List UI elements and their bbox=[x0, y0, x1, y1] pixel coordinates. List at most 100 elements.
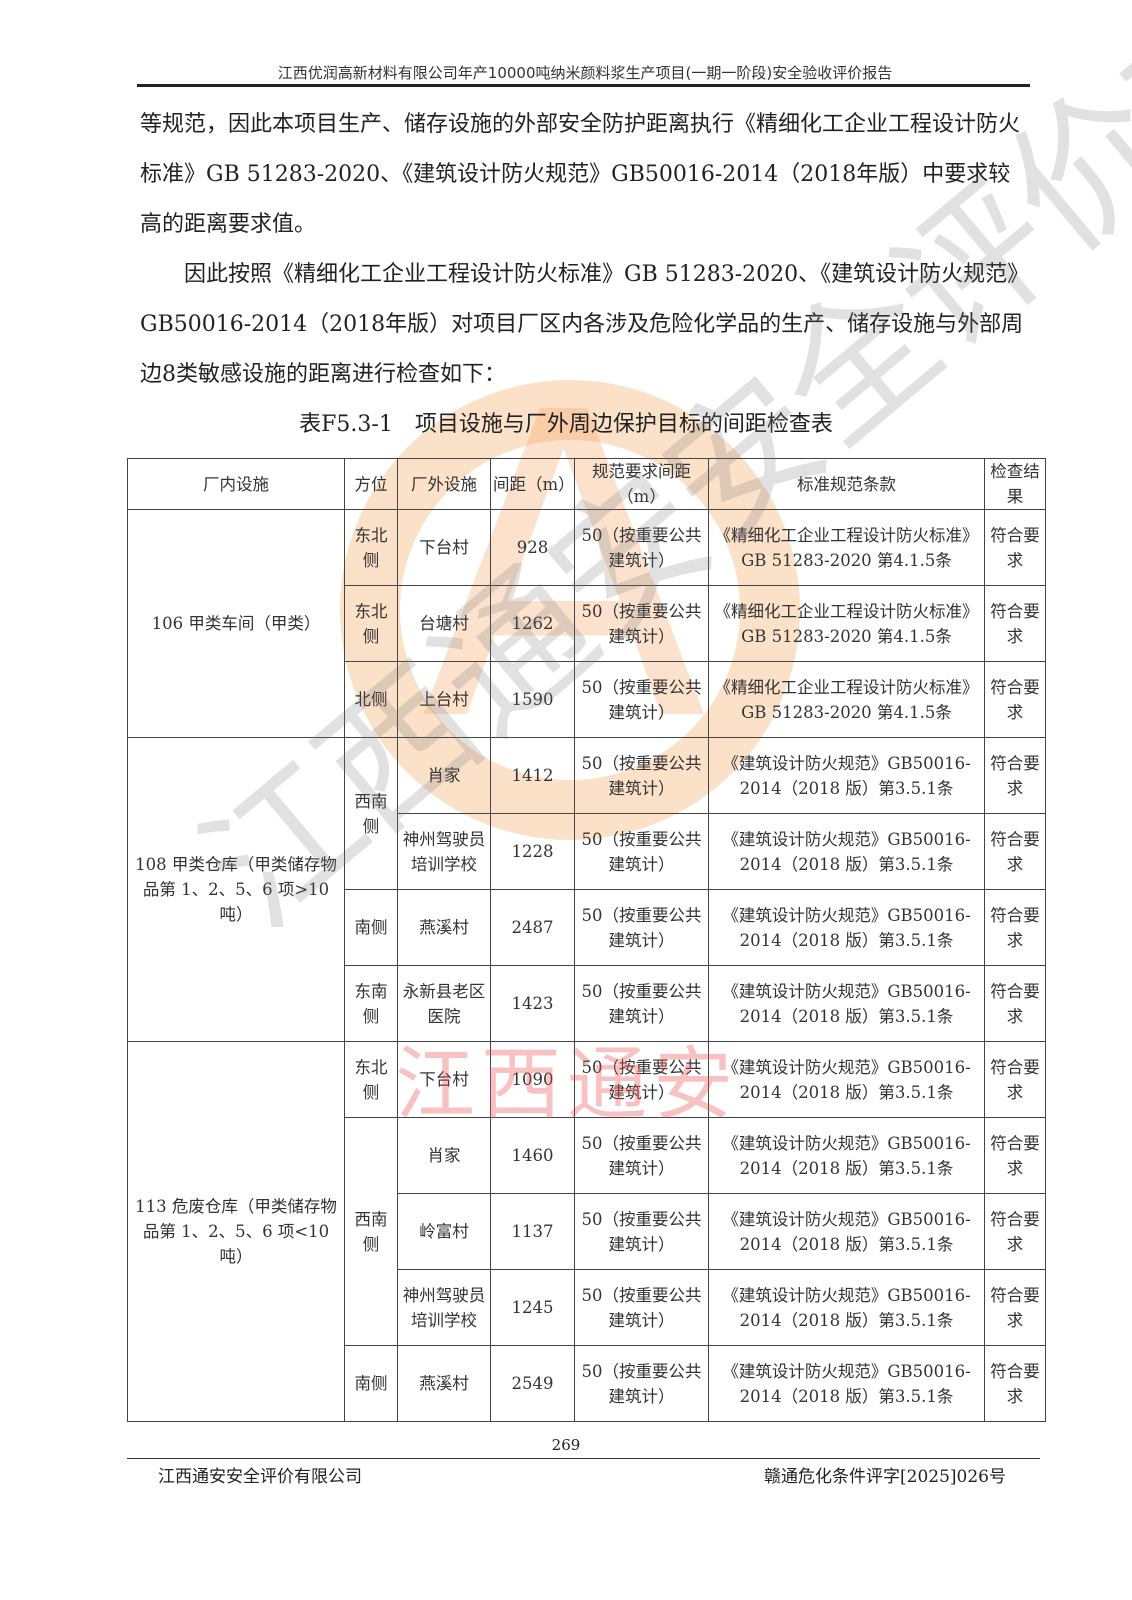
facility-cell: 106 甲类车间（甲类） bbox=[127, 509, 345, 738]
header-cell: 厂外设施 bbox=[397, 458, 491, 510]
result-cell: 符合要求 bbox=[984, 1117, 1046, 1194]
direction-cell: 东南侧 bbox=[344, 965, 398, 1042]
target-cell: 岭富村 bbox=[397, 1193, 491, 1270]
distance-cell: 1090 bbox=[490, 1041, 575, 1118]
page-number: 269 bbox=[551, 1436, 581, 1454]
target-cell: 下台村 bbox=[397, 1041, 491, 1118]
clause-cell: 《建筑设计防火规范》GB50016-2014（2018 版）第3.5.1条 bbox=[708, 965, 985, 1042]
distance-cell: 1590 bbox=[490, 661, 575, 738]
direction-cell: 东北侧 bbox=[344, 509, 398, 586]
facility-cell: 108 甲类仓库（甲类储存物品第 1、2、5、6 项>10 吨） bbox=[127, 737, 345, 1042]
direction-cell: 西南侧 bbox=[344, 737, 398, 890]
clause-cell: 《建筑设计防火规范》GB50016-2014（2018 版）第3.5.1条 bbox=[708, 1345, 985, 1422]
paragraph: 因此按照《精细化工企业工程设计防火标准》GB 51283-2020、《建筑设计防… bbox=[140, 262, 1030, 387]
table-row: 岭富村 1137 50（按重要公共建筑计） 《建筑设计防火规范》GB50016-201… bbox=[128, 1193, 1046, 1270]
table-row: 113 危废仓库（甲类储存物品第 1、2、5、6 项<10 吨） 东北侧 下台村 10… bbox=[127, 1041, 1046, 1422]
required-distance-cell: 50（按重要公共建筑计） bbox=[574, 509, 709, 586]
distance-cell: 928 bbox=[490, 509, 575, 586]
header-cell: 标准规范条款 bbox=[708, 458, 985, 510]
table-row: 神州驾驶员培训学校 1228 50（按重要公共建筑计） 《建筑设计防火规范》GB500… bbox=[128, 813, 1046, 890]
required-distance-cell: 50（按重要公共建筑计） bbox=[574, 1345, 709, 1422]
target-cell: 台塘村 bbox=[397, 585, 491, 662]
target-cell: 永新县老区医院 bbox=[397, 965, 491, 1042]
table-row: 东北侧 台塘村 1262 50（按重要公共建筑计） 《精细化工企业工程设计防火标准》GB… bbox=[128, 585, 1046, 662]
result-cell: 符合要求 bbox=[984, 509, 1046, 586]
required-distance-cell: 50（按重要公共建筑计） bbox=[574, 889, 709, 966]
distance-cell: 1228 bbox=[490, 813, 575, 890]
table-row: 东南侧 永新县老区医院 1423 50（按重要公共建筑计） 《建筑设计防火规范》GB50… bbox=[128, 965, 1046, 1042]
result-cell: 符合要求 bbox=[984, 737, 1046, 814]
result-cell: 符合要求 bbox=[984, 1041, 1046, 1118]
table-caption: 表F5.3-1 项目设施与厂外周边保护目标的间距检查表 bbox=[299, 412, 833, 437]
distance-cell: 1423 bbox=[490, 965, 575, 1042]
clause-cell: 《精细化工企业工程设计防火标准》GB 51283-2020 第4.1.5条 bbox=[708, 585, 985, 662]
clause-cell: 《建筑设计防火规范》GB50016-2014（2018 版）第3.5.1条 bbox=[708, 1117, 985, 1194]
target-cell: 上台村 bbox=[397, 661, 491, 738]
required-distance-cell: 50（按重要公共建筑计） bbox=[574, 661, 709, 738]
page-header: 江西优润高新材料有限公司年产10000吨纳米颜料浆生产项目(一期一阶段)安全验收… bbox=[277, 64, 893, 82]
header-cell: 厂内设施 bbox=[127, 458, 345, 510]
required-distance-cell: 50（按重要公共建筑计） bbox=[574, 1041, 709, 1118]
target-cell: 神州驾驶员培训学校 bbox=[397, 1269, 491, 1346]
header-cell: 方位 bbox=[344, 458, 398, 510]
table-header-row: 厂内设施 方位 厂外设施 间距（m） 规范要求间距（m） 标准规范条款 检查结果 bbox=[127, 458, 1046, 510]
table-row: 106 甲类车间（甲类） 东北侧 下台村 928 50（按重要公共建筑计） 《精细化工企业… bbox=[127, 509, 1046, 738]
distance-cell: 1262 bbox=[490, 585, 575, 662]
header-cell: 检查结果 bbox=[984, 458, 1046, 510]
result-cell: 符合要求 bbox=[984, 1269, 1046, 1346]
direction-cell: 东北侧 bbox=[344, 585, 398, 662]
header-divider bbox=[137, 84, 1030, 87]
result-cell: 符合要求 bbox=[984, 965, 1046, 1042]
result-cell: 符合要求 bbox=[984, 661, 1046, 738]
table-row: 神州驾驶员培训学校 1245 50（按重要公共建筑计） 《建筑设计防火规范》GB500… bbox=[128, 1269, 1046, 1346]
table-row: 西南侧 肖家 1460 50（按重要公共建筑计） 《建筑设计防火规范》GB50016-2… bbox=[128, 1117, 1046, 1346]
footer-company: 江西通安安全评价有限公司 bbox=[158, 1467, 362, 1487]
distance-check-table: 厂内设施 方位 厂外设施 间距（m） 规范要求间距（m） 标准规范条款 检查结果… bbox=[127, 458, 1046, 1422]
result-cell: 符合要求 bbox=[984, 889, 1046, 966]
result-cell: 符合要求 bbox=[984, 585, 1046, 662]
target-cell: 神州驾驶员培训学校 bbox=[397, 813, 491, 890]
target-cell: 肖家 bbox=[397, 737, 491, 814]
direction-cell: 西南侧 bbox=[344, 1117, 398, 1346]
result-cell: 符合要求 bbox=[984, 1345, 1046, 1422]
result-cell: 符合要求 bbox=[984, 1193, 1046, 1270]
direction-cell: 北侧 bbox=[344, 661, 398, 738]
distance-cell: 1460 bbox=[490, 1117, 575, 1194]
facility-cell: 113 危废仓库（甲类储存物品第 1、2、5、6 项<10 吨） bbox=[127, 1041, 345, 1422]
target-cell: 燕溪村 bbox=[397, 1345, 491, 1422]
distance-cell: 2549 bbox=[490, 1345, 575, 1422]
footer-doc-number: 赣通危化条件评字[2025]026号 bbox=[764, 1467, 1006, 1487]
table-row: 108 甲类仓库（甲类储存物品第 1、2、5、6 项>10 吨） 西南侧 肖家 141… bbox=[127, 737, 1046, 1042]
header-cell: 规范要求间距（m） bbox=[574, 458, 709, 510]
header-cell: 间距（m） bbox=[490, 458, 575, 510]
clause-cell: 《建筑设计防火规范》GB50016-2014（2018 版）第3.5.1条 bbox=[708, 889, 985, 966]
table-row: 南侧 燕溪村 2487 50（按重要公共建筑计） 《建筑设计防火规范》GB50016-2… bbox=[128, 889, 1046, 966]
clause-cell: 《建筑设计防火规范》GB50016-2014（2018 版）第3.5.1条 bbox=[708, 737, 985, 814]
target-cell: 燕溪村 bbox=[397, 889, 491, 966]
target-cell: 下台村 bbox=[397, 509, 491, 586]
clause-cell: 《建筑设计防火规范》GB50016-2014（2018 版）第3.5.1条 bbox=[708, 1041, 985, 1118]
direction-cell: 东北侧 bbox=[344, 1041, 398, 1118]
direction-cell: 南侧 bbox=[344, 1345, 398, 1422]
table-row: 南侧 燕溪村 2549 50（按重要公共建筑计） 《建筑设计防火规范》GB50016-2… bbox=[128, 1345, 1046, 1422]
clause-cell: 《建筑设计防火规范》GB50016-2014（2018 版）第3.5.1条 bbox=[708, 813, 985, 890]
required-distance-cell: 50（按重要公共建筑计） bbox=[574, 813, 709, 890]
paragraph: 等规范，因此本项目生产、储存设施的外部安全防护距离执行《精细化工企业工程设计防火… bbox=[140, 112, 1021, 237]
clause-cell: 《精细化工企业工程设计防火标准》GB 51283-2020 第4.1.5条 bbox=[708, 661, 985, 738]
required-distance-cell: 50（按重要公共建筑计） bbox=[574, 737, 709, 814]
result-cell: 符合要求 bbox=[984, 813, 1046, 890]
target-cell: 肖家 bbox=[397, 1117, 491, 1194]
clause-cell: 《建筑设计防火规范》GB50016-2014（2018 版）第3.5.1条 bbox=[708, 1269, 985, 1346]
distance-cell: 2487 bbox=[490, 889, 575, 966]
distance-cell: 1137 bbox=[490, 1193, 575, 1270]
required-distance-cell: 50（按重要公共建筑计） bbox=[574, 1193, 709, 1270]
clause-cell: 《精细化工企业工程设计防火标准》GB 51283-2020 第4.1.5条 bbox=[708, 509, 985, 586]
clause-cell: 《建筑设计防火规范》GB50016-2014（2018 版）第3.5.1条 bbox=[708, 1193, 985, 1270]
footer-divider bbox=[127, 1458, 1040, 1459]
direction-cell: 南侧 bbox=[344, 889, 398, 966]
distance-cell: 1245 bbox=[490, 1269, 575, 1346]
required-distance-cell: 50（按重要公共建筑计） bbox=[574, 1269, 709, 1346]
distance-cell: 1412 bbox=[490, 737, 575, 814]
required-distance-cell: 50（按重要公共建筑计） bbox=[574, 1117, 709, 1194]
required-distance-cell: 50（按重要公共建筑计） bbox=[574, 585, 709, 662]
